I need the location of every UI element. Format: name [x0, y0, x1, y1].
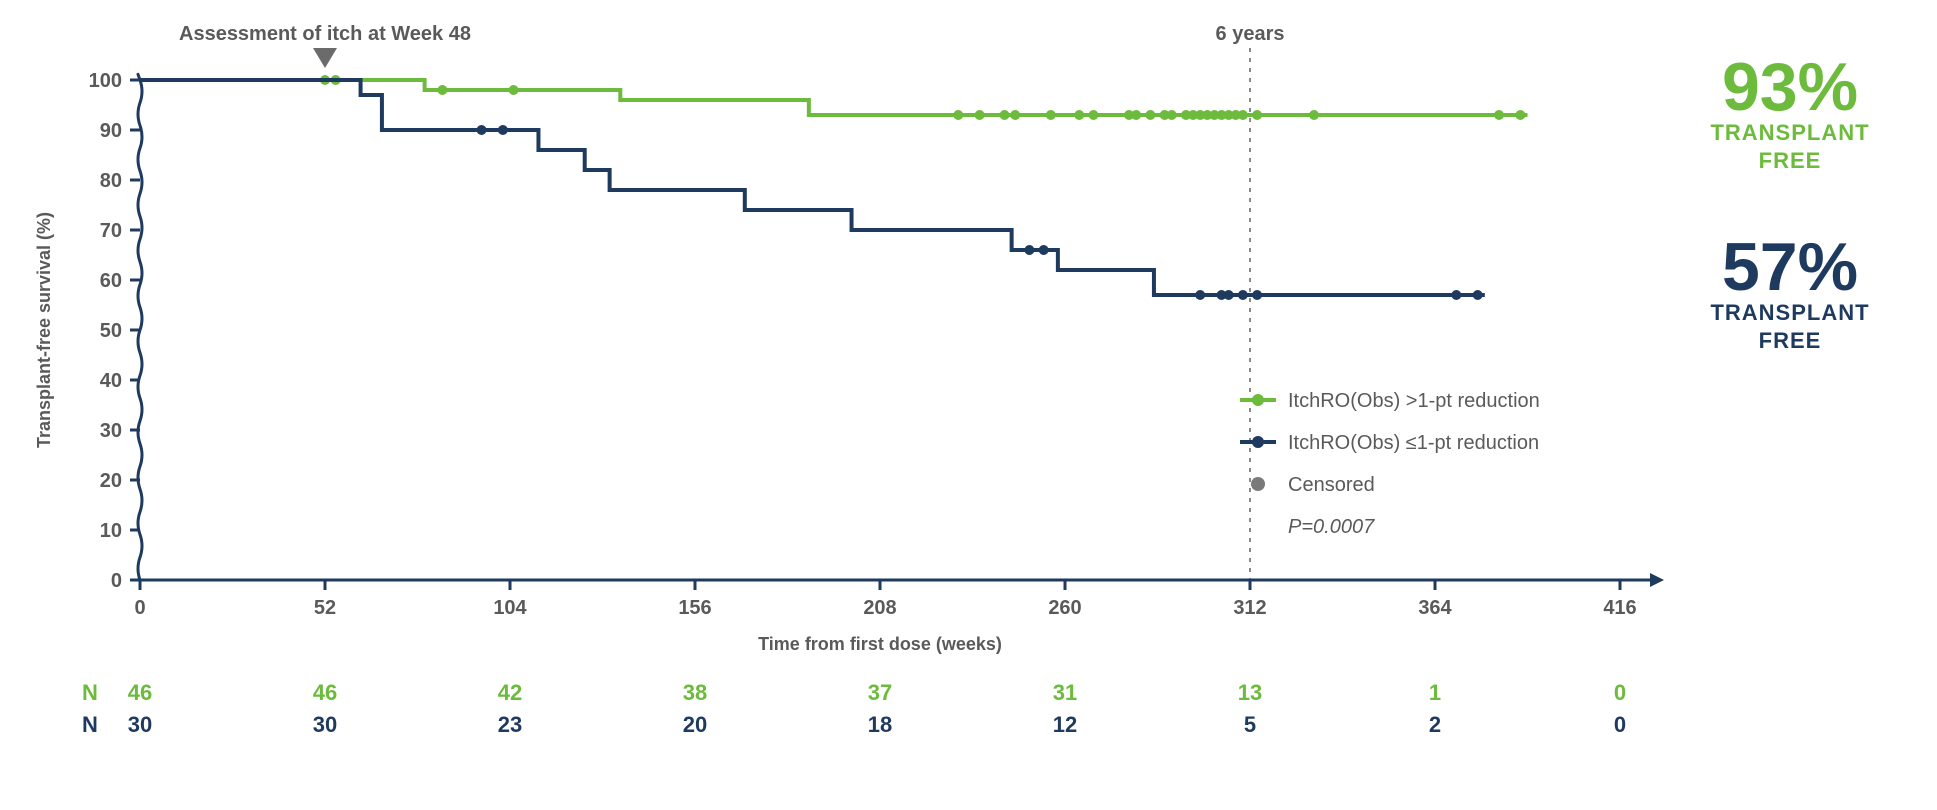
censored-marker-blue — [1039, 245, 1049, 255]
risk-cell: 13 — [1238, 680, 1262, 705]
callout-blue-sub1: TRANSPLANT — [1710, 300, 1869, 325]
censored-marker-blue — [1238, 290, 1248, 300]
risk-cell: 30 — [313, 712, 337, 737]
legend-marker-green — [1252, 394, 1264, 406]
risk-cell: 31 — [1053, 680, 1077, 705]
risk-cell: 23 — [498, 712, 522, 737]
censored-marker-green — [1494, 110, 1504, 120]
risk-cell: 2 — [1429, 712, 1441, 737]
censored-marker-green — [1046, 110, 1056, 120]
legend-pvalue: P=0.0007 — [1288, 516, 1375, 538]
censored-marker-green — [1000, 110, 1010, 120]
callout-green-pct: 93% — [1722, 49, 1858, 125]
series-blue-line — [140, 80, 1485, 295]
risk-cell: 20 — [683, 712, 707, 737]
y-tick-label: 0 — [111, 570, 122, 592]
risk-cell: 1 — [1429, 680, 1441, 705]
legend-marker-blue — [1252, 436, 1264, 448]
chart-svg: Assessment of itch at Week 486 years0102… — [20, 20, 1917, 790]
censored-marker-green — [1074, 110, 1084, 120]
risk-cell: 0 — [1614, 680, 1626, 705]
risk-cell: 12 — [1053, 712, 1077, 737]
callout-blue-sub2: FREE — [1759, 328, 1822, 353]
censored-marker-green — [1309, 110, 1319, 120]
x-tick-label: 156 — [678, 597, 711, 619]
risk-cell: 38 — [683, 680, 707, 705]
y-tick-label: 50 — [100, 320, 122, 342]
y-tick-label: 90 — [100, 120, 122, 142]
censored-marker-blue — [1195, 290, 1205, 300]
risk-cell: 5 — [1244, 712, 1256, 737]
censored-marker-green — [1010, 110, 1020, 120]
y-tick-label: 20 — [100, 470, 122, 492]
assessment-label: Assessment of itch at Week 48 — [179, 23, 471, 45]
censored-marker-blue — [1473, 290, 1483, 300]
x-tick-label: 208 — [863, 597, 896, 619]
x-axis-arrow-icon — [1650, 573, 1664, 587]
km-chart: Assessment of itch at Week 486 years0102… — [20, 20, 1917, 790]
risk-cell: 30 — [128, 712, 152, 737]
y-axis-title: Transplant-free survival (%) — [34, 212, 54, 448]
y-axis-line — [138, 74, 142, 580]
x-tick-label: 364 — [1418, 597, 1452, 619]
callout-blue-pct: 57% — [1722, 229, 1858, 305]
callout-green-sub2: FREE — [1759, 148, 1822, 173]
censored-marker-green — [953, 110, 963, 120]
risk-cell: 37 — [868, 680, 892, 705]
y-tick-label: 70 — [100, 220, 122, 242]
y-tick-label: 100 — [89, 70, 122, 92]
series-green-line — [140, 80, 1528, 115]
censored-marker-blue — [1224, 290, 1234, 300]
x-tick-label: 260 — [1048, 597, 1081, 619]
legend-label-green: ItchRO(Obs) >1-pt reduction — [1288, 390, 1540, 412]
x-tick-label: 416 — [1603, 597, 1636, 619]
risk-cell: 46 — [313, 680, 337, 705]
legend-label-blue: ItchRO(Obs) ≤1-pt reduction — [1288, 432, 1539, 454]
y-tick-label: 40 — [100, 370, 122, 392]
x-tick-label: 0 — [134, 597, 145, 619]
censored-marker-green — [1167, 110, 1177, 120]
censored-marker-blue — [498, 125, 508, 135]
censored-marker-green — [1145, 110, 1155, 120]
y-tick-label: 10 — [100, 520, 122, 542]
six-year-label: 6 years — [1216, 23, 1285, 45]
x-tick-label: 52 — [314, 597, 336, 619]
censored-marker-blue — [1252, 290, 1262, 300]
risk-row-label: N — [82, 680, 98, 705]
assessment-marker-icon — [313, 48, 337, 68]
risk-cell: 46 — [128, 680, 152, 705]
x-tick-label: 312 — [1233, 597, 1266, 619]
risk-cell: 42 — [498, 680, 522, 705]
risk-cell: 18 — [868, 712, 892, 737]
censored-marker-blue — [1451, 290, 1461, 300]
legend-label-censored: Censored — [1288, 474, 1375, 496]
y-tick-label: 80 — [100, 170, 122, 192]
censored-marker-green — [1252, 110, 1262, 120]
censored-marker-green — [437, 85, 447, 95]
callout-green-sub1: TRANSPLANT — [1710, 120, 1869, 145]
x-tick-label: 104 — [493, 597, 527, 619]
censored-marker-green — [1088, 110, 1098, 120]
censored-marker-green — [509, 85, 519, 95]
censored-marker-blue — [1024, 245, 1034, 255]
censored-marker-blue — [477, 125, 487, 135]
y-tick-label: 30 — [100, 420, 122, 442]
censored-marker-green — [1131, 110, 1141, 120]
y-tick-label: 60 — [100, 270, 122, 292]
x-axis-title: Time from first dose (weeks) — [758, 634, 1002, 654]
censored-marker-green — [1515, 110, 1525, 120]
censored-marker-green — [1238, 110, 1248, 120]
risk-row-label: N — [82, 712, 98, 737]
legend-marker-censored-icon — [1251, 477, 1265, 491]
censored-marker-green — [975, 110, 985, 120]
risk-cell: 0 — [1614, 712, 1626, 737]
